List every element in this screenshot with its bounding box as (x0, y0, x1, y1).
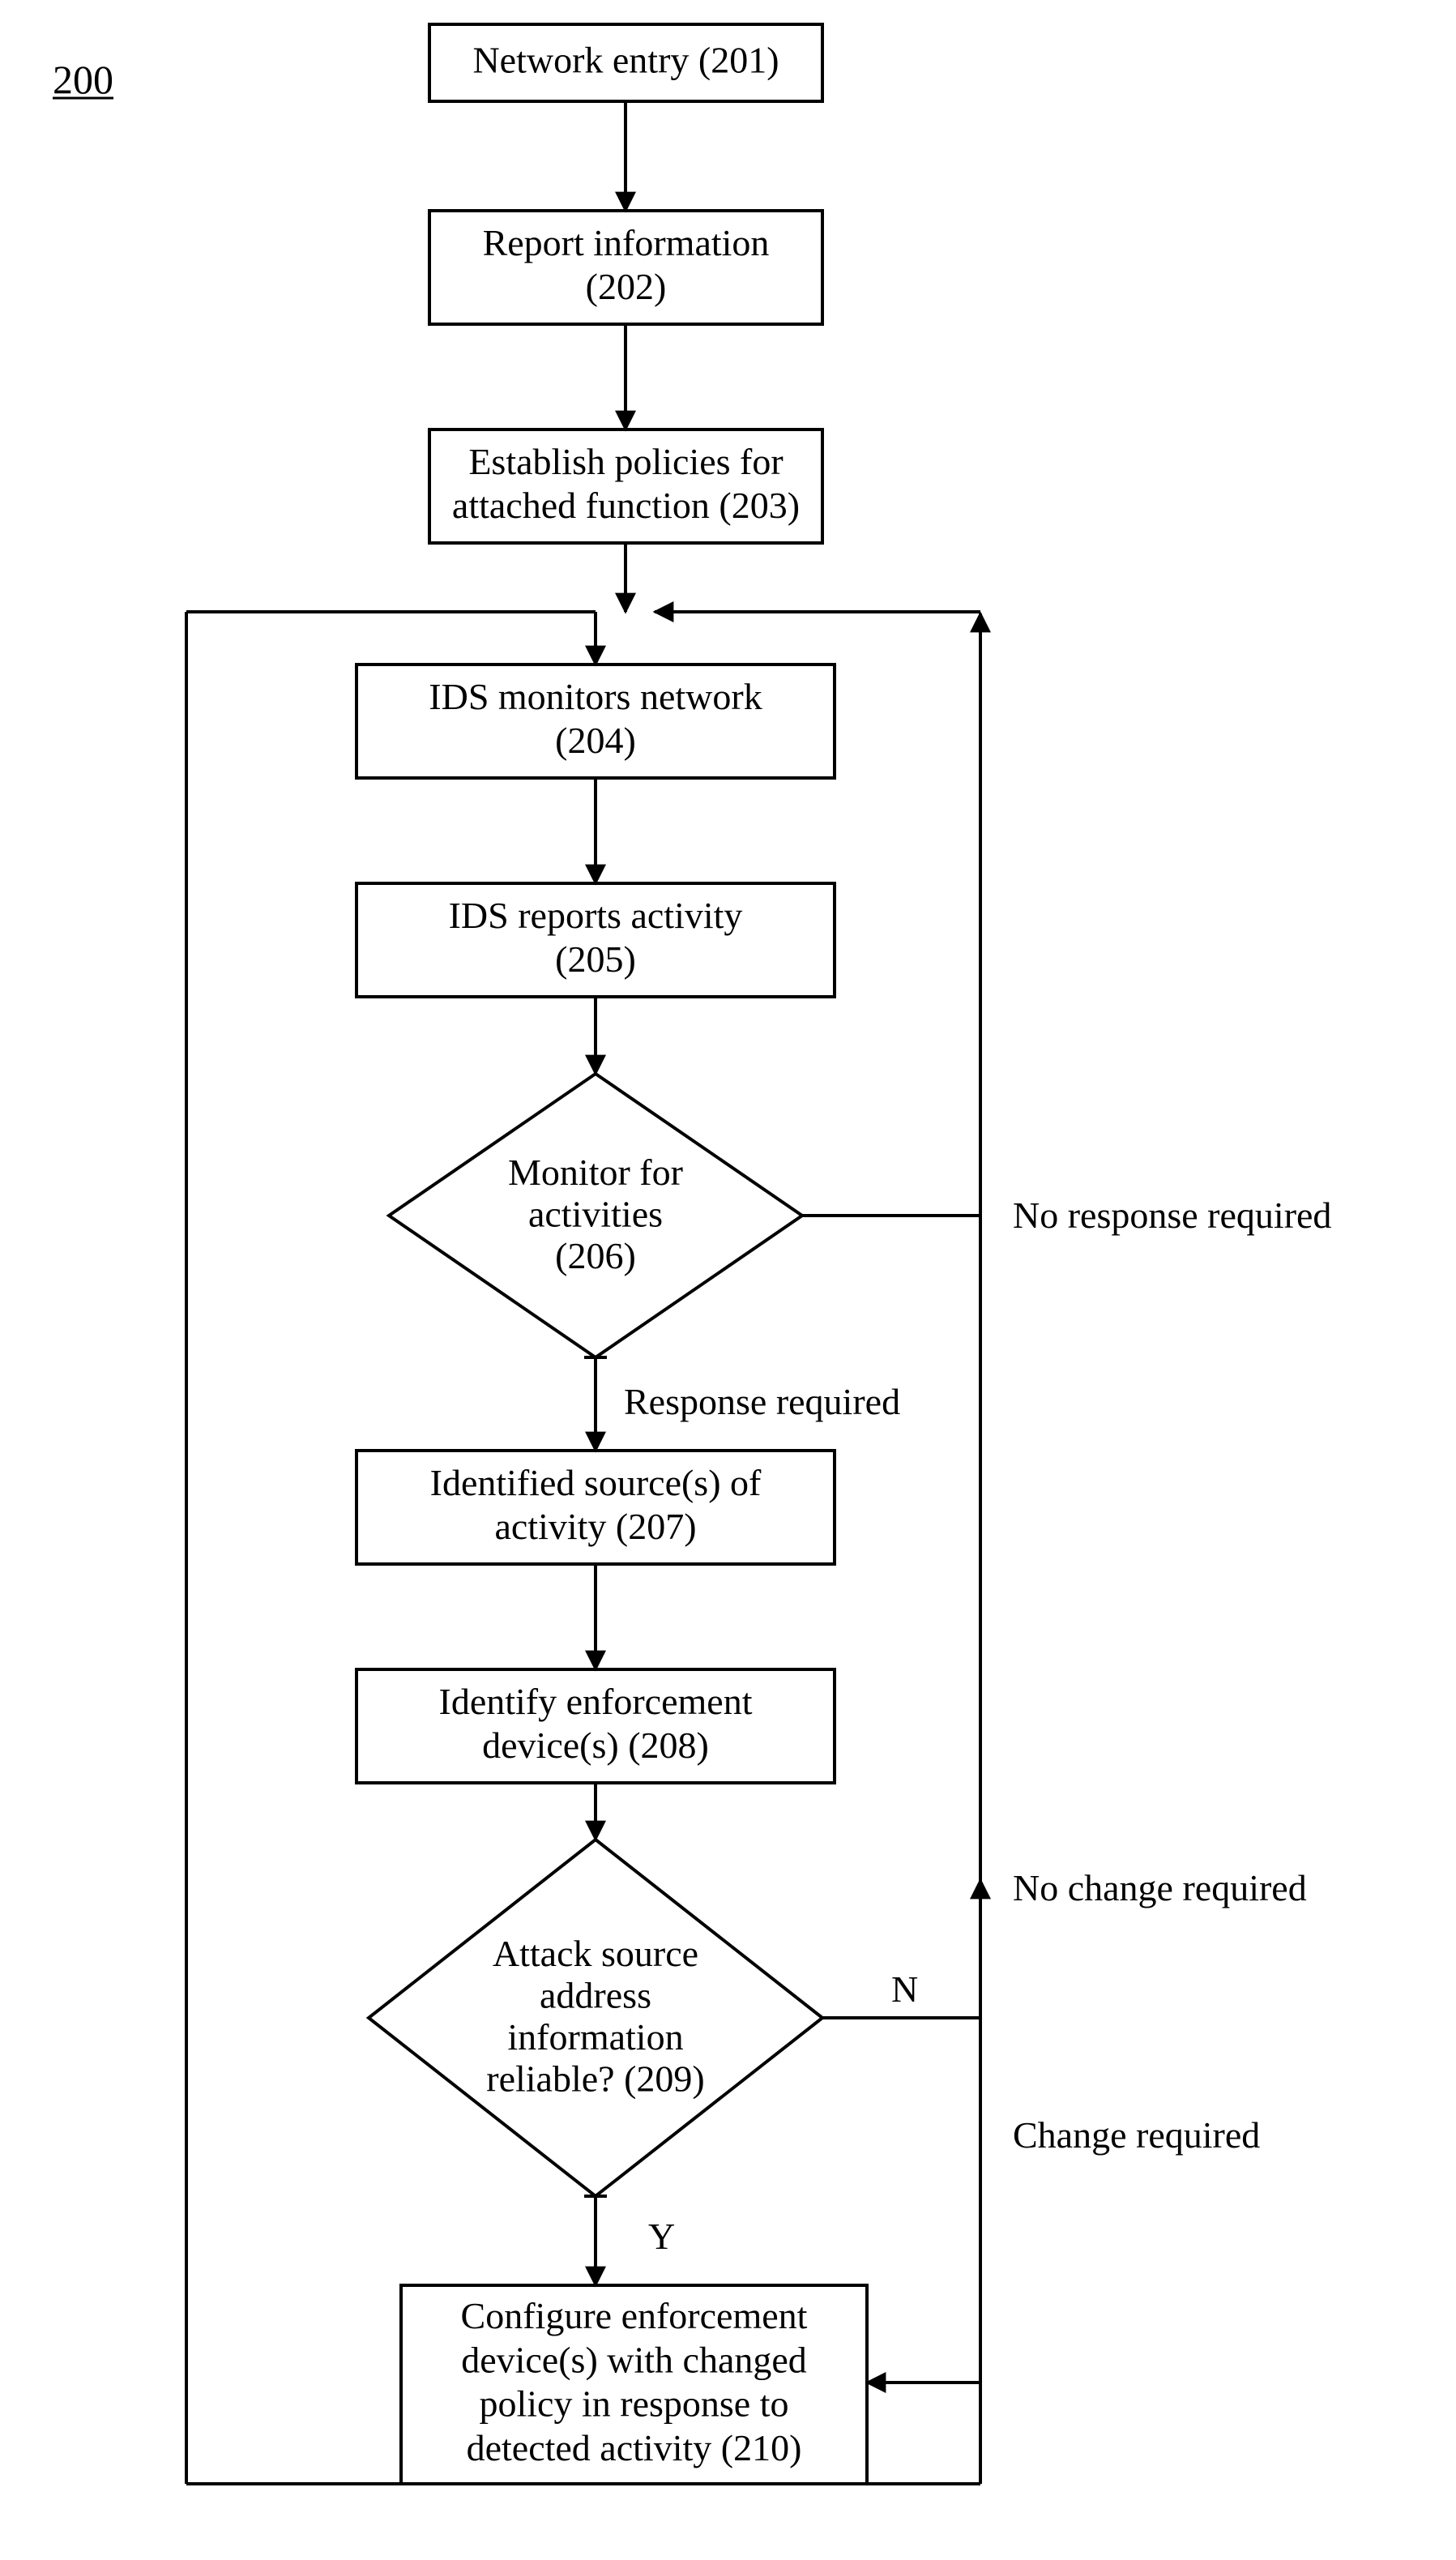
node-text: attached function (203) (452, 485, 800, 526)
node-text: Monitor for (508, 1152, 683, 1193)
edge-label: No response required (1013, 1195, 1331, 1236)
node-text: reliable? (209) (486, 2058, 704, 2100)
edge-label: No change required (1013, 1867, 1307, 1908)
edge-label: Response required (624, 1381, 900, 1422)
edge-label: Y (648, 2216, 675, 2257)
node-text: (206) (555, 1235, 636, 1276)
node-text: IDS reports activity (449, 895, 743, 936)
node-text: address (540, 1975, 651, 2016)
edge-label: N (891, 1968, 918, 2010)
node-text: Establish policies for (468, 441, 783, 482)
node-text: Network entry (201) (472, 39, 779, 80)
flowchart-diagram: Network entry (201)Report information(20… (0, 0, 1456, 2560)
node-text: Attack source (493, 1933, 698, 1974)
node-text: IDS monitors network (429, 676, 762, 717)
node-text: Report information (483, 222, 770, 263)
node-text: Identified source(s) of (430, 1462, 762, 1503)
node-text: policy in response to (480, 2383, 789, 2425)
node-text: Configure enforcement (461, 2295, 808, 2336)
node-text: activity (207) (494, 1506, 696, 1547)
node-text: device(s) with changed (461, 2339, 807, 2380)
node-text: information (507, 2016, 683, 2058)
node-n203: Establish policies forattached function … (429, 430, 822, 543)
node-text: Identify enforcement (439, 1681, 753, 1722)
node-text: activities (528, 1193, 663, 1234)
edge-label: Change required (1013, 2114, 1260, 2156)
node-text: detected activity (210) (467, 2427, 802, 2468)
figure-number-label: 200 (53, 57, 113, 102)
node-text: (204) (555, 720, 636, 761)
node-text: (205) (555, 938, 636, 980)
node-text: (202) (586, 266, 667, 307)
node-text: device(s) (208) (482, 1724, 709, 1766)
